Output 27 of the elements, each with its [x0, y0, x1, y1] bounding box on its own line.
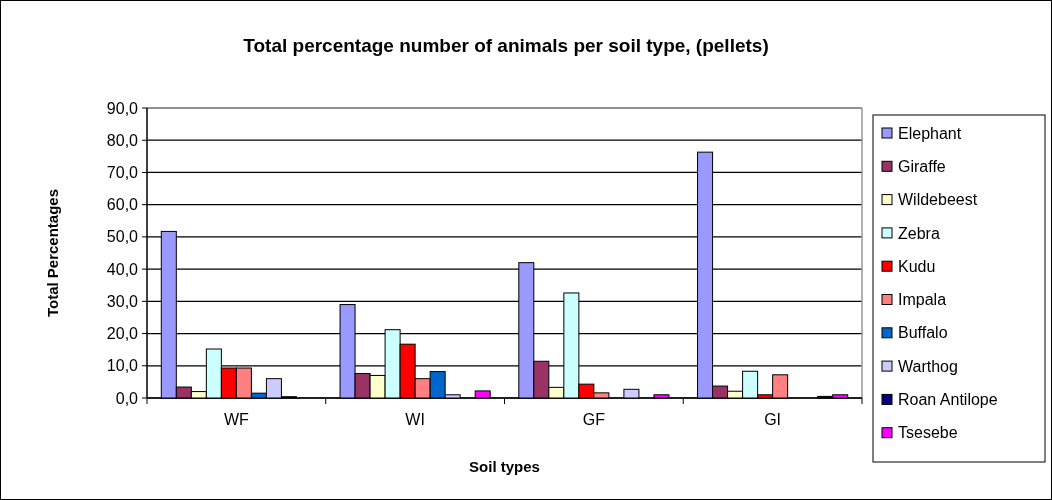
x-axis-title: Soil types — [469, 458, 540, 475]
y-tick-label: 90,0 — [106, 99, 139, 117]
legend-label: Giraffe — [898, 157, 946, 175]
chart-title: Total percentage number of animals per soil type, (pellets) — [243, 35, 769, 56]
y-tick-label: 10,0 — [106, 357, 139, 375]
y-axis-title: Total Percentages — [44, 188, 61, 318]
x-tick-label: WF — [223, 411, 250, 428]
x-tick-label: GF — [582, 411, 606, 428]
legend-label: Warthog — [898, 357, 958, 375]
y-tick-label: 70,0 — [106, 164, 139, 182]
legend-label: Buffalo — [898, 324, 948, 342]
y-tick-label: 30,0 — [106, 292, 139, 310]
legend-label: Impala — [898, 291, 947, 309]
legend-label: Zebra — [898, 224, 940, 242]
y-tick-label: 60,0 — [106, 196, 139, 214]
legend-label: Elephant — [898, 124, 962, 142]
legend-label: Kudu — [898, 257, 936, 275]
y-tick-label: 50,0 — [106, 228, 139, 246]
x-tick-label: WI — [405, 411, 425, 428]
x-tick-label: GI — [764, 411, 782, 428]
legend-label: Roan Antilope — [898, 391, 998, 408]
y-tick-label: 20,0 — [106, 325, 139, 343]
legend-label: Tsesebe — [898, 424, 958, 442]
legend-label: Wildebeest — [898, 191, 978, 209]
y-tick-label: 80,0 — [106, 131, 139, 149]
y-tick-label: 0,0 — [115, 389, 139, 407]
y-tick-label: 40,0 — [106, 260, 139, 278]
